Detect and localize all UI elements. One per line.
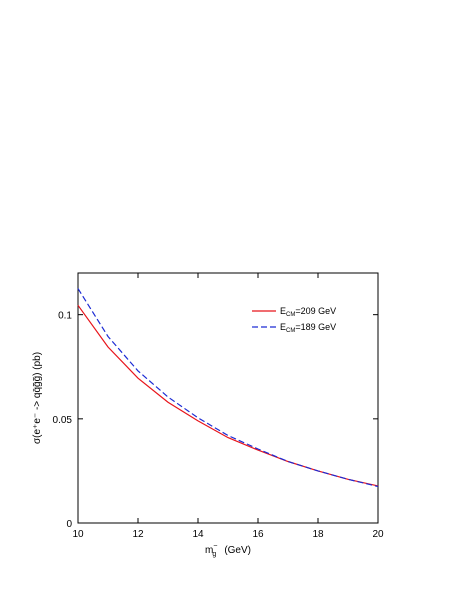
legend-label-189: ECM=189 GeV [280, 322, 336, 334]
x-tick-label: 20 [372, 529, 384, 540]
plot-area [77, 272, 379, 524]
legend-label-209: ECM=209 GeV [280, 306, 336, 318]
series-line-0 [77, 304, 379, 487]
x-axis-label: m~ g (GeV) [205, 543, 251, 558]
x-tick-label: 18 [312, 529, 324, 540]
axis-ticks: 10 12 14 16 18 20 0 0.05 0.1 [53, 273, 384, 540]
y-axis-label: σ(e⁺e⁻ -> qq̄g̃g̃) (pb) [32, 352, 43, 444]
x-tick-label: 14 [192, 529, 204, 540]
x-tick-label: 12 [132, 529, 144, 540]
y-tick-label: 0.1 [58, 311, 72, 322]
series-line-1 [77, 288, 379, 488]
x-tick-label: 10 [72, 529, 84, 540]
y-tick-label: 0.05 [53, 415, 73, 426]
y-tick-label: 0 [66, 519, 72, 530]
legend: ECM=209 GeV ECM=189 GeV [252, 306, 336, 334]
series-layer [77, 288, 379, 488]
x-tick-label: 16 [252, 529, 264, 540]
